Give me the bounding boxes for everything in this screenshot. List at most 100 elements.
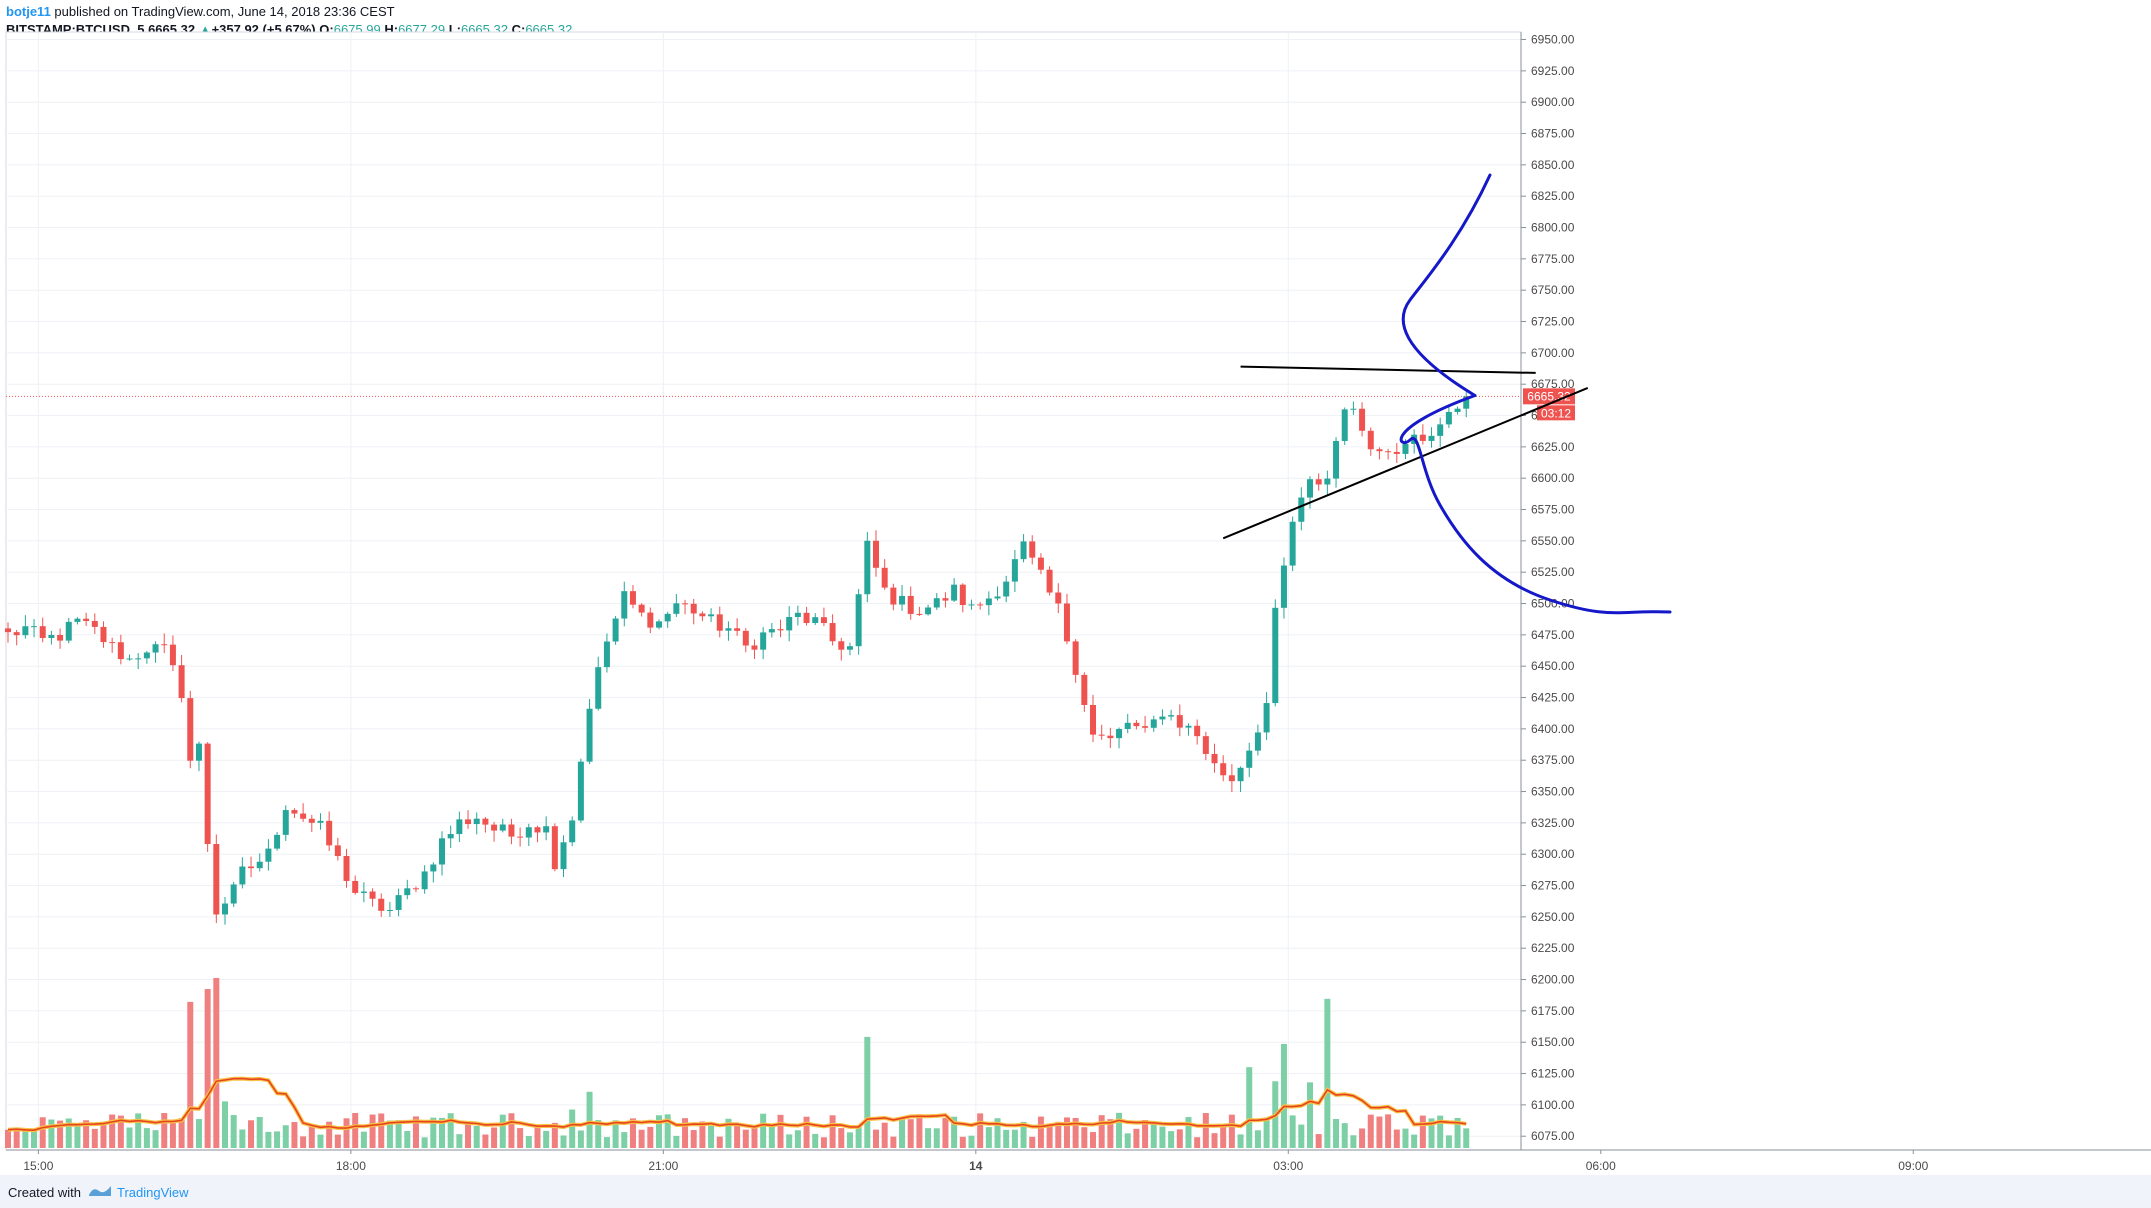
y-axis-tick-label: 6750.00 — [1531, 283, 1575, 297]
candle-body — [317, 820, 324, 823]
volume-bar — [1011, 1129, 1018, 1148]
volume-bar — [204, 989, 211, 1148]
volume-bar — [708, 1125, 715, 1148]
candle-body — [1333, 440, 1340, 479]
volume-bar — [959, 1136, 966, 1148]
volume-bar — [664, 1114, 671, 1148]
candle-body — [977, 604, 984, 606]
candle-body — [1176, 715, 1183, 728]
candle-body — [326, 820, 333, 846]
y-axis-tick-label: 6625.00 — [1531, 440, 1575, 454]
author-name[interactable]: botje11 — [6, 4, 51, 19]
candle-body — [213, 844, 220, 915]
volume-bar — [1463, 1128, 1470, 1148]
candle-body — [985, 598, 992, 606]
y-axis-tick-label: 6475.00 — [1531, 628, 1575, 642]
candle-body — [716, 614, 723, 631]
volume-bar — [300, 1136, 307, 1148]
candle-body — [1090, 704, 1096, 735]
volume-bar — [1411, 1134, 1418, 1148]
candle-body — [91, 620, 98, 627]
volume-bar — [1046, 1123, 1053, 1148]
volume-bar — [222, 1101, 228, 1148]
volume-bar — [977, 1113, 984, 1148]
x-axis-tick-label: 06:00 — [1586, 1159, 1616, 1173]
volume-bar — [829, 1115, 836, 1148]
y-axis-tick-label: 6450.00 — [1531, 659, 1575, 673]
candle-body — [1445, 411, 1452, 425]
candle-body — [265, 848, 272, 862]
volume-bar — [734, 1125, 741, 1148]
candle-body — [1133, 722, 1140, 727]
countdown-tag — [1537, 405, 1575, 421]
candle-body — [1003, 581, 1010, 597]
candle-body — [169, 644, 176, 666]
candle-body — [109, 642, 116, 644]
candle-body — [395, 895, 402, 910]
candle-body — [1289, 521, 1296, 566]
x-axis-tick-label: 14 — [969, 1159, 983, 1173]
volume-bar — [794, 1130, 801, 1148]
volume-bar — [1393, 1129, 1400, 1148]
volume-bar — [360, 1131, 367, 1148]
candle-body — [13, 632, 20, 636]
tradingview-logo-icon[interactable] — [88, 1184, 112, 1198]
candle-body — [334, 845, 341, 857]
volume-bar — [1020, 1121, 1027, 1148]
candle-body — [690, 603, 697, 614]
chart-canvas[interactable]: 6075.00 6100.00 6125.00 6150.00 6175.00 6200.… — [0, 0, 2151, 1175]
candle-body — [178, 665, 185, 699]
candle-body — [378, 898, 385, 911]
volume-bar — [629, 1118, 636, 1148]
candle-body — [143, 652, 150, 659]
volume-bar — [187, 1001, 194, 1148]
candle-body — [135, 658, 142, 660]
candle-body — [812, 617, 819, 624]
candle-body — [1011, 559, 1018, 582]
candle-body — [864, 540, 871, 595]
volume-bar — [334, 1134, 341, 1148]
candle-body — [682, 603, 689, 605]
y-axis-tick-label: 6425.00 — [1531, 691, 1575, 705]
volume-bar — [1315, 1134, 1322, 1148]
candle-body — [161, 644, 168, 646]
candle-body — [751, 645, 758, 650]
volume-bar — [881, 1122, 888, 1148]
volume-bar — [1376, 1116, 1383, 1148]
last-price-tag — [1523, 388, 1575, 405]
candle-body — [1037, 557, 1044, 570]
volume-bar — [846, 1132, 853, 1148]
candle-body — [1228, 775, 1235, 782]
candle-body — [1124, 722, 1131, 729]
volume-bar — [560, 1135, 567, 1148]
volume-bar — [916, 1114, 923, 1148]
volume-bar — [838, 1128, 845, 1148]
candle-body — [187, 698, 194, 761]
candle-body — [412, 888, 419, 890]
candle-body — [525, 827, 532, 838]
candle-body — [1341, 409, 1348, 441]
candle-body — [794, 612, 801, 617]
y-axis-tick-label: 6200.00 — [1531, 973, 1575, 987]
candle-body — [1142, 726, 1149, 728]
x-axis-tick-label: 03:00 — [1273, 1159, 1303, 1173]
candle-body — [656, 621, 662, 628]
candle-body — [820, 617, 827, 624]
volume-bar — [1150, 1121, 1157, 1148]
candle-body — [1359, 408, 1366, 431]
volume-bar — [1107, 1119, 1114, 1148]
candle-body — [742, 630, 749, 646]
candle-body — [577, 761, 584, 821]
candle-body — [899, 595, 906, 605]
y-axis-tick-label: 6575.00 — [1531, 503, 1575, 517]
tradingview-link[interactable]: TradingView — [117, 1185, 189, 1200]
candle-body — [1367, 430, 1374, 450]
candle-body — [83, 618, 90, 621]
volume-bar — [274, 1131, 281, 1148]
candle-body — [803, 612, 810, 624]
publish-info: botje11 published on TradingView.com, Ju… — [6, 4, 395, 19]
candle-body — [1237, 767, 1244, 782]
candle-body — [473, 818, 480, 825]
candle-body — [1185, 725, 1192, 728]
volume-bar — [499, 1114, 506, 1148]
